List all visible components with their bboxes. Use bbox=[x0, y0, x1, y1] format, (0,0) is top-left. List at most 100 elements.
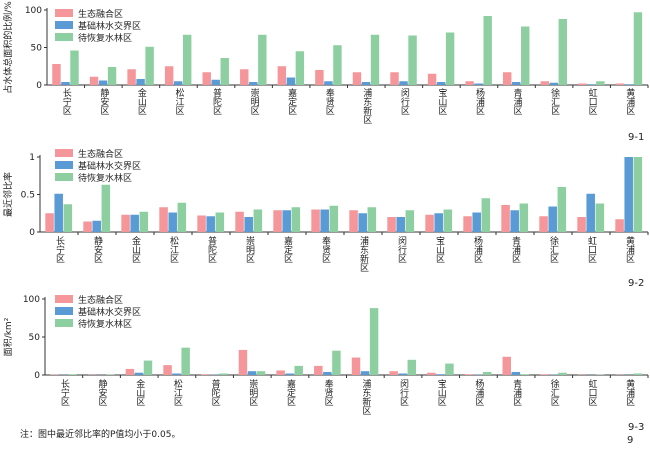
panel1-bar-2-3 bbox=[182, 34, 192, 85]
panel1-bar-0-12 bbox=[503, 72, 512, 85]
panel2-bar-1-15 bbox=[624, 157, 633, 232]
panel2-bar-2-4 bbox=[215, 212, 225, 232]
panel2-category-label: 青浦区 bbox=[510, 235, 521, 263]
panel3-legend-label: 基础林水交界区 bbox=[78, 306, 141, 318]
panel2-category-label: 普陀区 bbox=[206, 235, 217, 263]
panel2-category-label: 长宁区 bbox=[54, 235, 65, 263]
panel3-category-label: 浦东新区 bbox=[360, 378, 371, 415]
panel3-bar-0-9 bbox=[389, 371, 398, 375]
panel1-ylabel: 占水体总面积的比例/% bbox=[2, 1, 14, 94]
panel3-category-label: 长宁区 bbox=[59, 378, 70, 406]
panel1-bar-0-1 bbox=[89, 76, 99, 85]
panel1-bar-1-9 bbox=[399, 81, 408, 85]
panel3-bar-2-5 bbox=[256, 371, 266, 375]
panel2-bar-1-3 bbox=[168, 212, 177, 232]
panel1-bar-1-6 bbox=[286, 77, 296, 85]
page-label: 9 bbox=[627, 435, 634, 446]
panel3-bar-1-2 bbox=[134, 372, 144, 375]
panel3-category-label: 杨浦区 bbox=[473, 378, 484, 406]
panel2-bar-0-13 bbox=[539, 216, 548, 232]
panel2-bar-0-3 bbox=[159, 207, 168, 232]
panel2-bar-0-10 bbox=[425, 214, 434, 232]
panel1-category-label: 青浦区 bbox=[512, 87, 523, 115]
panel1-bar-1-3 bbox=[173, 81, 183, 85]
panel2-ytick-label: 0.5 bbox=[21, 191, 35, 201]
panel2-bar-2-2 bbox=[139, 211, 149, 232]
panel2-category-label: 浦东新区 bbox=[358, 235, 369, 272]
panel3-bar-2-9 bbox=[407, 359, 416, 375]
panel1-legend-swatch bbox=[55, 9, 73, 17]
panel1-bar-1-14 bbox=[587, 84, 596, 85]
panel3-bar-0-10 bbox=[427, 372, 436, 375]
panel2-category-label: 闵行区 bbox=[396, 235, 407, 263]
panel3-bar-2-8 bbox=[369, 308, 379, 375]
panel2-category-label: 嘉定区 bbox=[282, 235, 293, 263]
panel2-bar-1-8 bbox=[358, 213, 367, 232]
panel1-category-label: 闵行区 bbox=[399, 87, 410, 115]
panel3-bar-1-9 bbox=[398, 373, 407, 375]
panel1-bar-2-1 bbox=[107, 67, 117, 85]
panel1-bar-0-6 bbox=[277, 66, 287, 85]
panel2-legend-label: 待恢复水林区 bbox=[78, 172, 132, 184]
panel1-bar-1-1 bbox=[98, 80, 108, 85]
panel2-bar-1-4 bbox=[206, 216, 215, 232]
panel2-category-label: 金山区 bbox=[130, 235, 141, 263]
panel1-bar-1-11 bbox=[474, 83, 483, 85]
panel3-bar-2-13 bbox=[558, 372, 567, 375]
panel3-legend-swatch bbox=[55, 319, 73, 327]
panel3-category-label: 黄浦区 bbox=[624, 378, 635, 406]
panel1-bar-0-13 bbox=[540, 81, 549, 85]
panel1-bar-1-10 bbox=[436, 82, 446, 85]
panel3-bar-0-4 bbox=[201, 374, 210, 375]
panel1-bar-0-9 bbox=[390, 72, 399, 85]
panel1-legend-label: 生态融合区 bbox=[78, 8, 123, 20]
panel2-bar-1-14 bbox=[586, 193, 595, 232]
panel3-bar-0-13 bbox=[540, 374, 549, 375]
panel2-bar-1-0 bbox=[54, 193, 63, 232]
panel3-bar-2-4 bbox=[219, 373, 228, 375]
panel3-category-label: 松江区 bbox=[172, 378, 183, 406]
panel1-legend-label: 待恢复水林区 bbox=[78, 32, 132, 44]
panel1-bar-2-9 bbox=[408, 35, 417, 85]
panel2-legend-label: 生态融合区 bbox=[78, 148, 123, 160]
panel3-legend-swatch bbox=[55, 307, 73, 315]
panel1-bar-2-13 bbox=[558, 19, 568, 85]
panel2-ylabel: 最近邻比率 bbox=[2, 172, 14, 217]
panel2-bar-2-10 bbox=[443, 209, 453, 232]
panel1-category-label: 杨浦区 bbox=[474, 87, 485, 115]
panel3-bar-2-3 bbox=[181, 347, 190, 375]
panel1-ytick-label: 50 bbox=[31, 44, 43, 54]
panel3-bar-0-7 bbox=[314, 365, 323, 375]
panel2-bar-2-12 bbox=[519, 203, 529, 232]
panel2-bar-0-2 bbox=[121, 214, 130, 232]
panel3-bar-2-0 bbox=[68, 374, 77, 375]
panel1-bar-2-14 bbox=[596, 81, 605, 85]
panel3-bar-0-8 bbox=[351, 357, 361, 375]
panel1-bar-2-4 bbox=[220, 58, 229, 85]
panel2-ytick-label: 0 bbox=[29, 228, 35, 238]
panel1-category-label: 静安区 bbox=[98, 87, 109, 115]
panel1-bar-0-10 bbox=[427, 73, 437, 85]
panel2-bar-1-5 bbox=[244, 217, 253, 232]
panel2-bar-0-7 bbox=[311, 209, 320, 232]
panel1-category-label: 普陀区 bbox=[211, 87, 222, 115]
panel1-bar-2-11 bbox=[483, 16, 492, 85]
panel1-bar-1-8 bbox=[361, 82, 371, 85]
panel1-bar-2-5 bbox=[258, 34, 267, 85]
panel2-bar-0-5 bbox=[235, 211, 244, 232]
panel1-category-label: 虹口区 bbox=[587, 88, 598, 115]
panel2-legend-swatch bbox=[55, 161, 73, 169]
panel2-bar-2-8 bbox=[367, 207, 377, 232]
panel1-legend-swatch bbox=[55, 33, 73, 41]
panel1-category-label: 黄浦区 bbox=[624, 87, 635, 115]
panel3-bar-1-6 bbox=[285, 373, 294, 375]
panel2-category-label: 静安区 bbox=[92, 235, 103, 263]
panel3-category-label: 金山区 bbox=[134, 378, 145, 406]
panel1-bar-0-2 bbox=[127, 69, 136, 85]
panel3-category-label: 崇明区 bbox=[247, 379, 258, 406]
footnote: 注：图中最近邻比率的P值均小于0.05。 bbox=[20, 430, 181, 440]
panel1-bar-1-4 bbox=[211, 79, 220, 85]
panel1-bar-1-15 bbox=[624, 84, 634, 85]
panel3-category-label: 静安区 bbox=[97, 378, 108, 406]
panel3-bar-2-6 bbox=[294, 365, 303, 375]
